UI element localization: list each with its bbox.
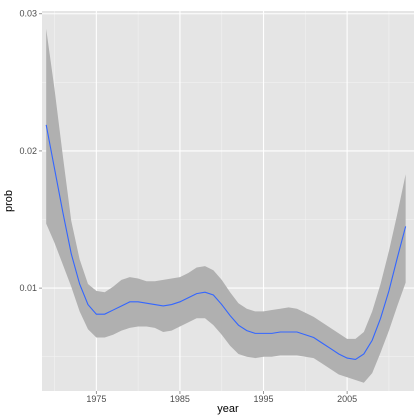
y-axis-title: prob [3,190,15,212]
x-tick-label-1985: 1985 [170,394,190,404]
y-tick-label-0.01: 0.01 [19,283,37,293]
x-tick-label-1975: 1975 [86,394,106,404]
x-axis: 1975 1985 1995 2005 [86,391,357,404]
y-tick-label-0.02: 0.02 [19,146,37,156]
x-tick-label-1995: 1995 [254,394,274,404]
grid-minor-lines [42,11,414,391]
y-axis: 0.01 0.02 0.03 [19,9,42,293]
smooth-line [45,124,407,361]
x-axis-title: year [217,403,239,415]
confidence-ribbon [46,28,406,383]
y-tick-label-0.03: 0.03 [19,9,37,19]
x-tick-label-2005: 2005 [337,394,357,404]
